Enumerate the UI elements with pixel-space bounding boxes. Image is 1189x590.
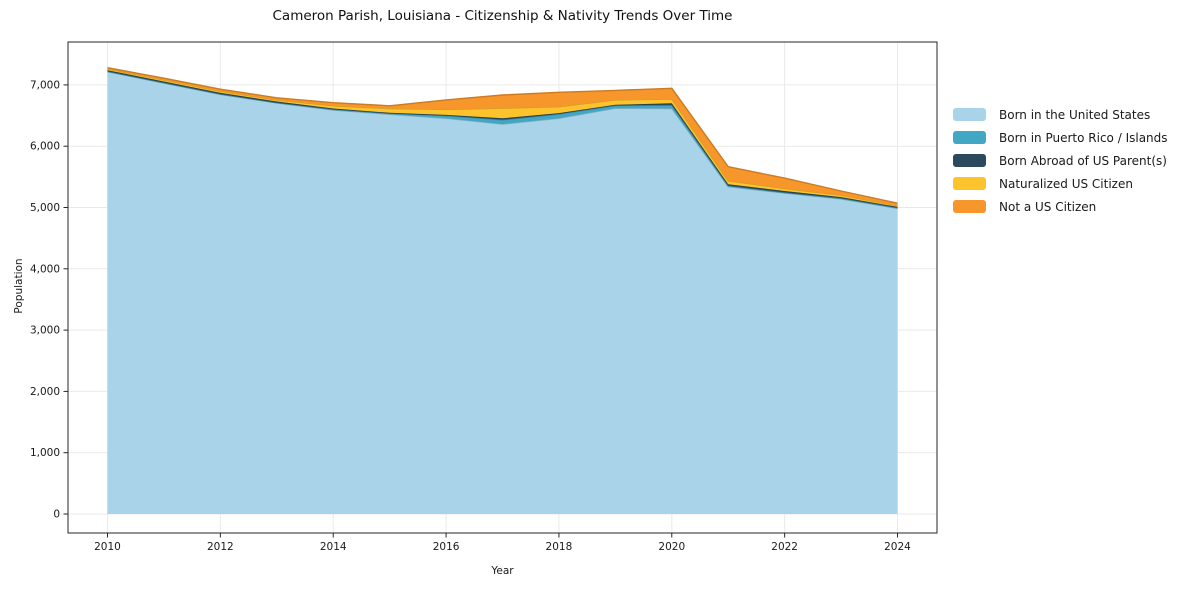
plot-frame (67, 41, 938, 534)
legend-label-naturalized: Naturalized US Citizen (999, 176, 1133, 191)
y-tick-label: 3,000 (30, 325, 60, 337)
legend-item-naturalized: Naturalized US Citizen (953, 176, 1168, 191)
legend-swatch-born-us (953, 108, 986, 121)
legend-label-born-us: Born in the United States (999, 107, 1151, 122)
y-tick-label: 5,000 (30, 202, 60, 214)
legend: Born in the United States Born in Puerto… (953, 108, 1168, 223)
legend-item-not-citizen: Not a US Citizen (953, 199, 1168, 214)
x-tick-label: 2018 (546, 541, 573, 553)
legend-label-born-abroad: Born Abroad of US Parent(s) (999, 153, 1167, 168)
legend-item-puerto-rico: Born in Puerto Rico / Islands (953, 130, 1168, 145)
x-tick-label: 2020 (658, 541, 685, 553)
area-not-a-us-citizen (107, 67, 898, 206)
x-tick-label: 2016 (433, 541, 460, 553)
legend-swatch-not-citizen (953, 200, 986, 213)
x-tick-label: 2010 (94, 541, 121, 553)
legend-label-not-citizen: Not a US Citizen (999, 199, 1097, 214)
chart-title: Cameron Parish, Louisiana - Citizenship … (272, 8, 733, 24)
y-tick-label: 2,000 (30, 386, 60, 398)
legend-swatch-born-abroad (953, 154, 986, 167)
y-tick-label: 0 (53, 508, 60, 520)
y-tick-label: 7,000 (30, 79, 60, 91)
y-tick-label: 6,000 (30, 141, 60, 153)
x-tick-label: 2024 (884, 541, 911, 553)
legend-item-born-us: Born in the United States (953, 107, 1168, 122)
y-tick-label: 1,000 (30, 447, 60, 459)
x-tick-label: 2022 (771, 541, 798, 553)
legend-label-puerto-rico: Born in Puerto Rico / Islands (999, 130, 1168, 145)
x-axis-label: Year (491, 565, 514, 577)
legend-swatch-naturalized (953, 177, 986, 190)
y-tick-label: 4,000 (30, 263, 60, 275)
legend-swatch-puerto-rico (953, 131, 986, 144)
y-axis-label: Population (13, 258, 25, 314)
x-tick-label: 2014 (320, 541, 347, 553)
area-edge-not-a-us-citizen (107, 67, 898, 204)
area-born-in-the-united-states (107, 71, 898, 514)
x-tick-label: 2012 (207, 541, 234, 553)
legend-item-born-abroad: Born Abroad of US Parent(s) (953, 153, 1168, 168)
